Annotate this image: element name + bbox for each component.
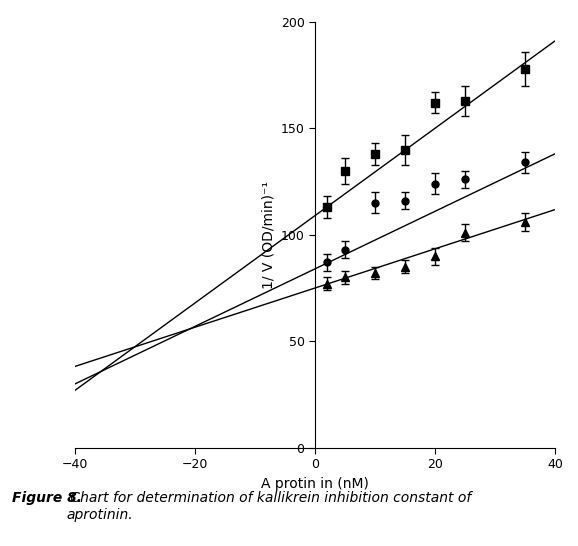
Text: Chart for determination of kallikrein inhibition constant of
aprotinin.: Chart for determination of kallikrein in… xyxy=(66,491,472,521)
X-axis label: A protin in (nM): A protin in (nM) xyxy=(261,477,369,491)
Y-axis label: 1/ V (OD/min)⁻¹: 1/ V (OD/min)⁻¹ xyxy=(261,181,275,289)
Text: Figure 8.: Figure 8. xyxy=(12,491,81,506)
